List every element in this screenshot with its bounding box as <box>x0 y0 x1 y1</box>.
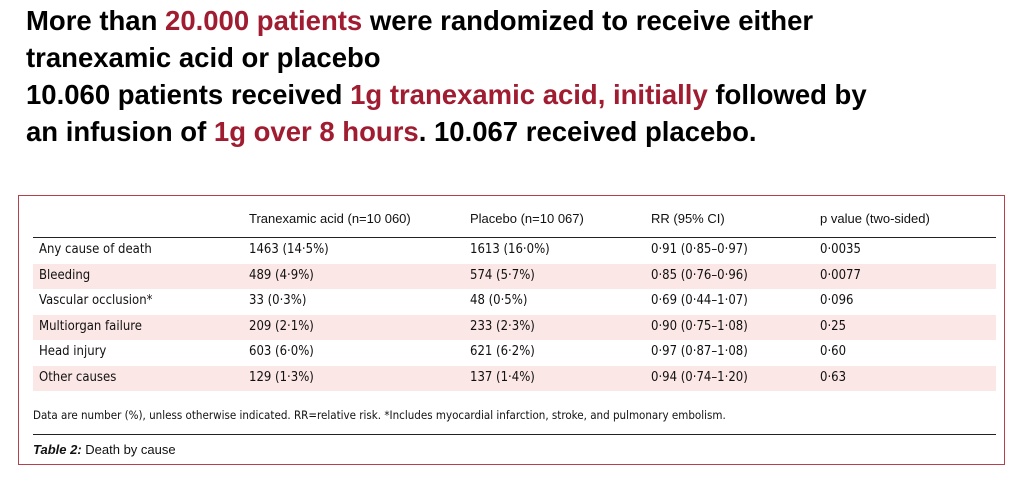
tranexamic-cell: 209 (2·1%) <box>249 318 314 334</box>
header-tranexamic: Tranexamic acid (n=10 060) <box>249 211 411 226</box>
placebo-cell: 574 (5·7%) <box>470 267 535 283</box>
headline-text: tranexamic acid or placebo <box>26 42 381 73</box>
p-value-cell: 0·60 <box>820 344 847 359</box>
table-row: Multiorgan failure 209 (2·1%) 233 (2·3%) 0·… <box>33 314 996 340</box>
header-p-value: p value (two-sided) <box>820 211 930 226</box>
headline-text: were randomized to receive either <box>362 5 814 36</box>
rr-cell: 0·94 (0·74–1·20) <box>651 369 748 385</box>
rr-cell: 0·69 (0·44–1·07) <box>651 293 748 308</box>
headline-line-2: tranexamic acid or placebo <box>26 39 1016 76</box>
table-row: Vascular occlusion* 33 (0·3%) 48 (0·5%) 0·6… <box>33 289 996 315</box>
rr-cell: 0·85 (0·76–0·96) <box>651 267 748 283</box>
p-value-cell: 0·25 <box>820 318 847 334</box>
headline-text: More than <box>26 5 166 36</box>
headline-line-3: 10.060 patients received 1g tranexamic a… <box>26 76 1016 113</box>
tranexamic-cell: 129 (1·3%) <box>249 369 314 385</box>
table-body: Any cause of death 1463 (14·5%) 1613 (16·0… <box>33 238 996 391</box>
tranexamic-cell: 33 (0·3%) <box>249 293 307 308</box>
tranexamic-cell: 603 (6·0%) <box>249 344 314 359</box>
cause-cell: Any cause of death <box>39 242 152 257</box>
tranexamic-cell: 1463 (14·5%) <box>249 242 329 257</box>
placebo-cell: 48 (0·5%) <box>470 293 528 308</box>
rr-cell: 0·91 (0·85–0·97) <box>651 242 748 257</box>
caption-divider <box>33 434 996 435</box>
headline-highlight: 1g tranexamic acid, initially <box>350 79 708 110</box>
table-caption: Table 2: Death by cause <box>33 442 176 457</box>
tranexamic-cell: 489 (4·9%) <box>249 267 314 283</box>
header-rr: RR (95% CI) <box>651 211 725 226</box>
headline-line-1: More than 20.000 patients were randomize… <box>26 2 1016 39</box>
headline: More than 20.000 patients were randomize… <box>26 2 1016 150</box>
p-value-cell: 0·096 <box>820 293 854 308</box>
cause-cell: Vascular occlusion* <box>39 293 153 308</box>
placebo-cell: 1613 (16·0%) <box>470 242 550 257</box>
rr-cell: 0·97 (0·87–1·08) <box>651 344 748 359</box>
table-row: Other causes 129 (1·3%) 137 (1·4%) 0·94 (0·… <box>33 365 996 391</box>
headline-highlight: 20.000 patients <box>165 5 363 36</box>
headline-text: an infusion of <box>26 116 214 147</box>
headline-highlight: 1g over 8 hours <box>213 116 419 147</box>
rr-cell: 0·90 (0·75–1·08) <box>651 318 748 334</box>
cause-cell: Multiorgan failure <box>39 318 142 334</box>
headline-text: . 10.067 received placebo. <box>418 116 757 147</box>
headline-text: 10.060 patients received <box>26 79 351 110</box>
cause-cell: Head injury <box>39 344 107 359</box>
p-value-cell: 0·0077 <box>820 267 861 283</box>
placebo-cell: 233 (2·3%) <box>470 318 535 334</box>
headline-line-4: an infusion of 1g over 8 hours. 10.067 r… <box>26 113 1016 150</box>
caption-label: Table 2: <box>33 442 82 457</box>
table-row: Head injury 603 (6·0%) 621 (6·2%) 0·97 (0·8… <box>33 340 996 366</box>
table-footnote: Data are number (%), unless otherwise in… <box>33 408 726 422</box>
table-row: Any cause of death 1463 (14·5%) 1613 (16·0… <box>33 238 996 264</box>
p-value-cell: 0·0035 <box>820 242 861 257</box>
table-header-row: Tranexamic acid (n=10 060) Placebo (n=10… <box>33 196 996 238</box>
placebo-cell: 621 (6·2%) <box>470 344 535 359</box>
cause-cell: Bleeding <box>39 267 91 283</box>
headline-text: followed by <box>707 79 867 110</box>
cause-cell: Other causes <box>39 369 117 385</box>
table-row: Bleeding 489 (4·9%) 574 (5·7%) 0·85 (0·76–0… <box>33 263 996 289</box>
caption-text: Death by cause <box>81 442 176 457</box>
header-placebo: Placebo (n=10 067) <box>470 211 584 226</box>
p-value-cell: 0·63 <box>820 369 847 385</box>
results-table: Tranexamic acid (n=10 060) Placebo (n=10… <box>18 195 1005 465</box>
placebo-cell: 137 (1·4%) <box>470 369 535 385</box>
